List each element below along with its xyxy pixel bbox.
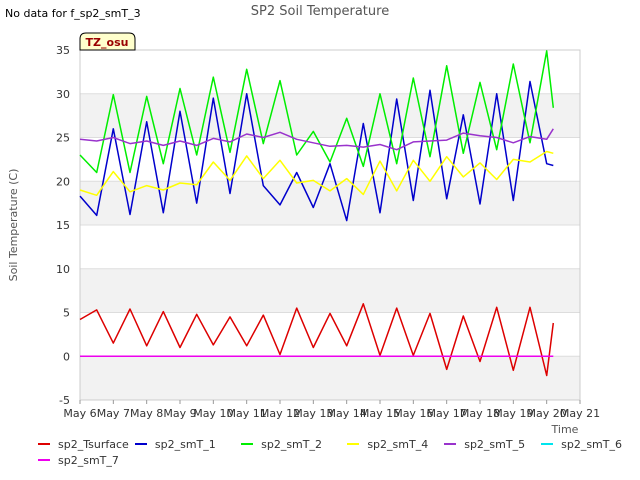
legend-item-sp2_smT_7: sp2_smT_7 bbox=[38, 454, 142, 467]
x-tick-label: May 18 bbox=[460, 407, 500, 420]
x-tick-label: May 7 bbox=[97, 407, 130, 420]
background-band bbox=[80, 268, 580, 313]
legend-label: sp2_smT_2 bbox=[261, 437, 322, 451]
x-tick-label: May 19 bbox=[493, 407, 533, 420]
x-tick-label: May 12 bbox=[260, 407, 300, 420]
x-tick-label: May 14 bbox=[327, 407, 367, 420]
legend-label: sp2_smT_4 bbox=[367, 437, 429, 451]
chart-title: SP2 Soil Temperature bbox=[251, 4, 389, 19]
legend-item-sp2_smT_2: sp2_smT_2 bbox=[241, 438, 347, 451]
y-tick-label: 20 bbox=[56, 175, 70, 188]
legend-item-sp2_Tsurface: sp2_Tsurface bbox=[38, 438, 135, 451]
legend-swatch bbox=[347, 443, 360, 445]
legend-item-sp2_smT_5: sp2_smT_5 bbox=[444, 438, 541, 451]
y-tick-label: 0 bbox=[63, 350, 70, 363]
x-tick-label: May 13 bbox=[293, 407, 333, 420]
legend-swatch bbox=[241, 443, 254, 445]
legend: sp2_Tsurface sp2_smT_1 sp2_smT_2 sp2_smT_4 s… bbox=[38, 436, 638, 468]
background-band bbox=[80, 93, 580, 138]
legend-swatch bbox=[38, 443, 50, 445]
background-band bbox=[80, 356, 580, 400]
series-line-sp2_smT_4 bbox=[79, 150, 554, 197]
legend-swatch bbox=[444, 443, 457, 445]
x-tick-label: May 9 bbox=[163, 407, 196, 420]
legend-item-sp2_smT_1: sp2_smT_1 bbox=[134, 437, 241, 451]
legend-label: sp2_smT_5 bbox=[464, 437, 526, 451]
series-line-sp2_smT_2 bbox=[79, 50, 555, 174]
legend-item-sp2_smT_4: sp2_smT_4 bbox=[347, 438, 444, 451]
plot-frame bbox=[79, 49, 581, 401]
x-tick-label: May 11 bbox=[227, 407, 267, 420]
x-tick-label: May 17 bbox=[427, 407, 467, 420]
legend-swatch bbox=[134, 443, 147, 445]
x-tick-label: May 6 bbox=[63, 407, 96, 420]
y-tick-label: 15 bbox=[56, 219, 70, 232]
x-tick-label: May 21 bbox=[560, 407, 600, 420]
background-band bbox=[80, 225, 580, 269]
x-tick-label: May 10 bbox=[193, 407, 233, 420]
x-tick-label: May 15 bbox=[360, 407, 400, 420]
legend-label: sp2_Tsurface bbox=[58, 437, 129, 451]
series-line-sp2_Tsurface bbox=[79, 303, 555, 377]
series-lines bbox=[79, 50, 555, 377]
legend-label: sp2_smT_7 bbox=[58, 453, 119, 467]
x-tick-label: May 8 bbox=[130, 407, 163, 420]
legend-label: sp2_smT_6 bbox=[561, 437, 622, 451]
tz-badge-label: TZ_osu bbox=[86, 36, 129, 49]
y-tick-label: 30 bbox=[56, 88, 70, 101]
y-axis-label: Soil Temperature (C) bbox=[7, 169, 20, 282]
background-band bbox=[80, 312, 580, 357]
x-tick-label: May 16 bbox=[393, 407, 433, 420]
legend-label: sp2_smT_1 bbox=[154, 437, 216, 451]
tz-badge: TZ_osu bbox=[79, 32, 136, 51]
y-axis-ticks: -5 0 5 10 15 20 25 30 35 bbox=[56, 44, 70, 407]
legend-item-sp2_smT_6: sp2_smT_6 bbox=[541, 438, 638, 451]
legend-swatch bbox=[38, 459, 50, 461]
y-tick-label: 5 bbox=[63, 307, 70, 320]
no-data-message: No data for f_sp2_smT_3 bbox=[5, 7, 141, 20]
y-tick-label: -5 bbox=[59, 394, 70, 407]
background-band bbox=[80, 181, 580, 225]
y-tick-label: 10 bbox=[56, 263, 70, 276]
x-tick-label: May 20 bbox=[527, 407, 567, 420]
series-line-sp2_smT_5 bbox=[79, 128, 554, 151]
y-tick-label: 25 bbox=[56, 132, 70, 145]
x-axis-label: Time bbox=[551, 423, 579, 436]
legend-swatch bbox=[541, 443, 554, 445]
y-tick-label: 35 bbox=[56, 44, 70, 57]
background-bands bbox=[80, 50, 580, 400]
background-band bbox=[80, 50, 580, 94]
